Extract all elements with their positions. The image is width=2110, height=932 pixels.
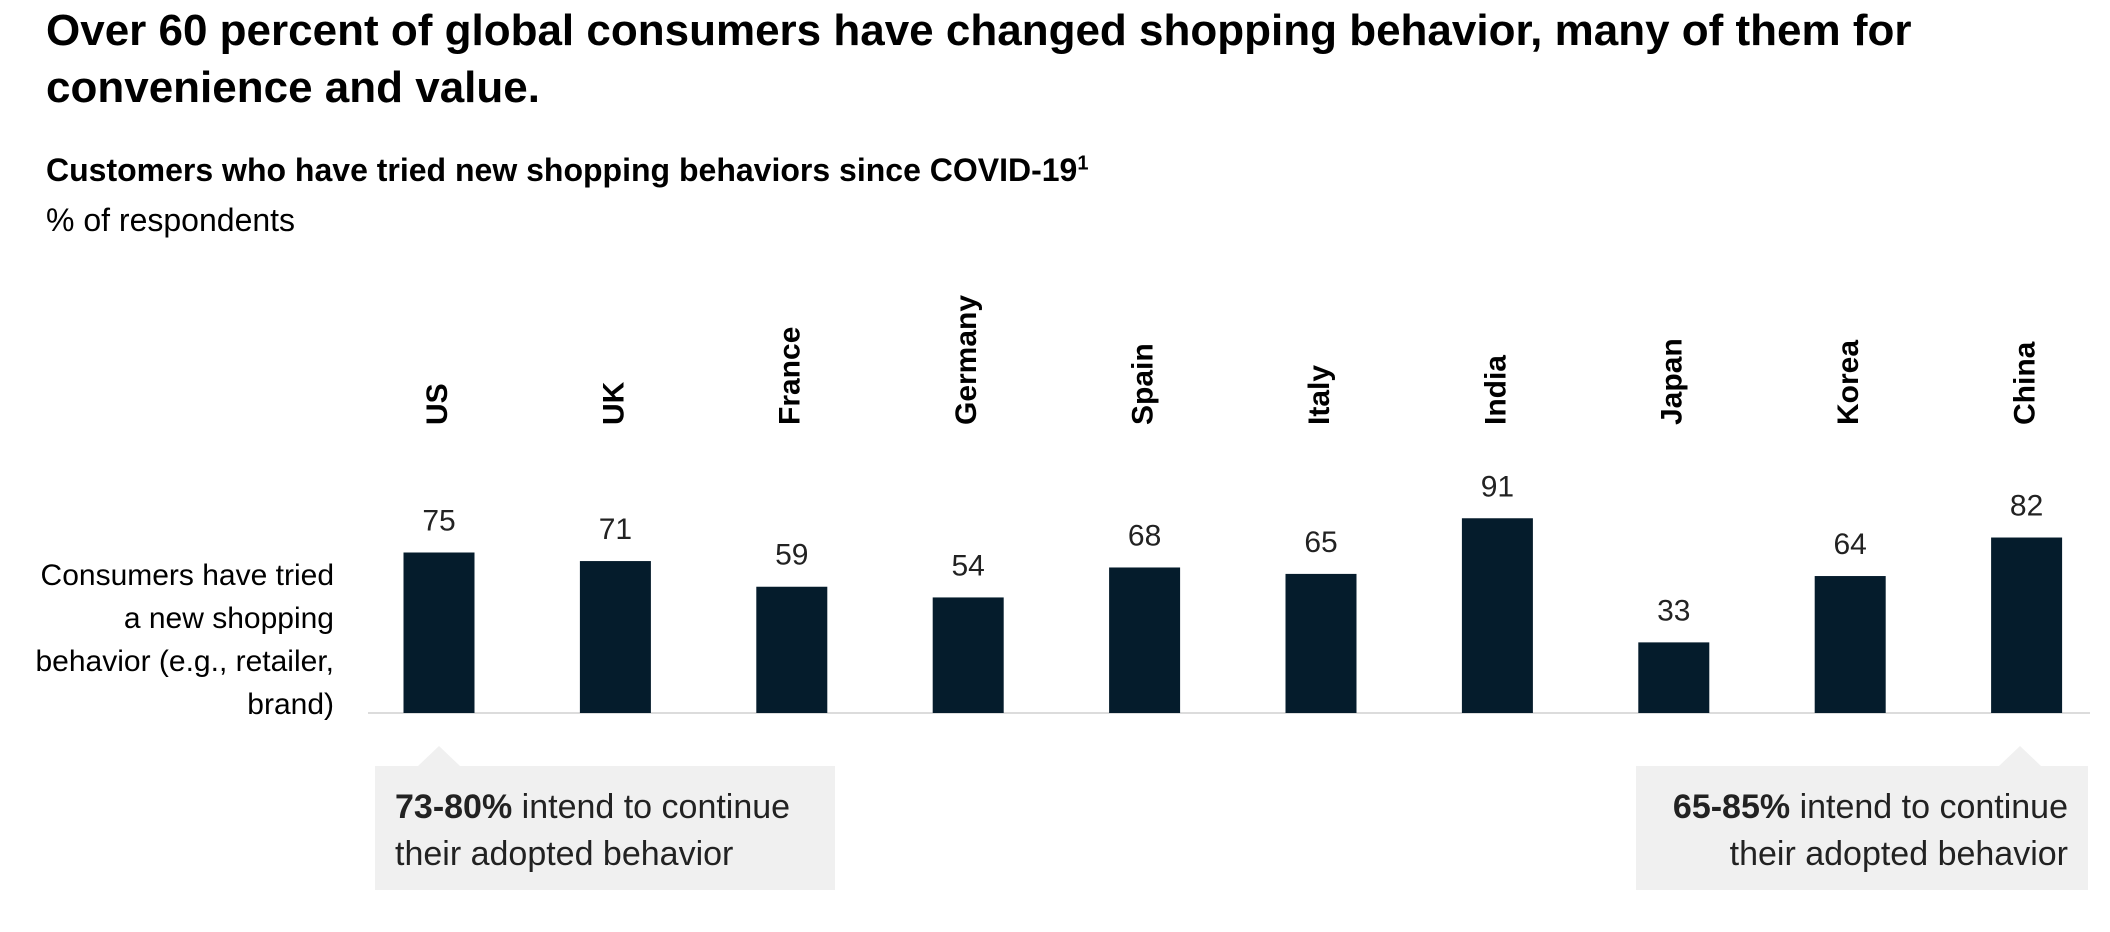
x-tick-label: Spain [1127,343,1160,425]
annotation-text: intend to continue their adopted behavio… [395,788,791,873]
x-tick-label: China [2009,341,2042,425]
bar [1109,567,1181,713]
annotation-highlight: 65-85% [1672,788,1791,826]
bar [756,586,828,713]
subtitle: Customers who have tried new shopping be… [46,152,1088,189]
bar [579,561,651,713]
annotation-text: intend to continue their adopted behavio… [1729,788,2068,873]
units: % of respondents [46,202,296,238]
value-label: 71 [599,513,632,546]
bar [932,597,1004,713]
bar [1285,573,1357,713]
x-tick-label: Italy [1303,365,1336,425]
bar [1461,518,1533,713]
subtitle-text: Customers who have tried new shopping be… [46,152,1078,188]
value-label: 65 [1304,526,1337,559]
value-label: 68 [1128,519,1161,552]
x-tick-label: France [774,327,807,425]
annotation: 73-80% intend to continue their adopted … [375,766,835,890]
annotation: 65-85% intend to continue their adopted … [1636,766,2088,890]
value-label: 64 [1834,528,1867,561]
chart-title: Over 60 percent of global consumers have… [46,6,1912,112]
bar [1638,642,1710,713]
x-tick-label: US [421,383,454,425]
x-tick-label: Germany [950,295,983,425]
value-label: 59 [775,539,808,572]
x-tick-label: Japan [1656,338,1689,425]
value-label: 91 [1481,470,1514,503]
value-label: 82 [2010,490,2043,523]
pointer [1999,746,2041,766]
footnote-marker: 1 [1077,152,1089,175]
x-tick-label: UK [597,381,630,425]
bar [403,552,475,713]
value-label: 33 [1657,594,1690,627]
value-label: 54 [952,549,985,582]
bar [1814,576,1886,713]
value-label: 75 [422,505,455,538]
annotation-highlight: 73-80% [395,788,513,826]
bar [1991,537,2063,713]
row-label: Consumers have tried a new shopping beha… [35,559,335,721]
pointer [418,746,460,766]
x-tick-label: India [1479,355,1512,425]
x-tick-label: Korea [1832,340,1865,425]
